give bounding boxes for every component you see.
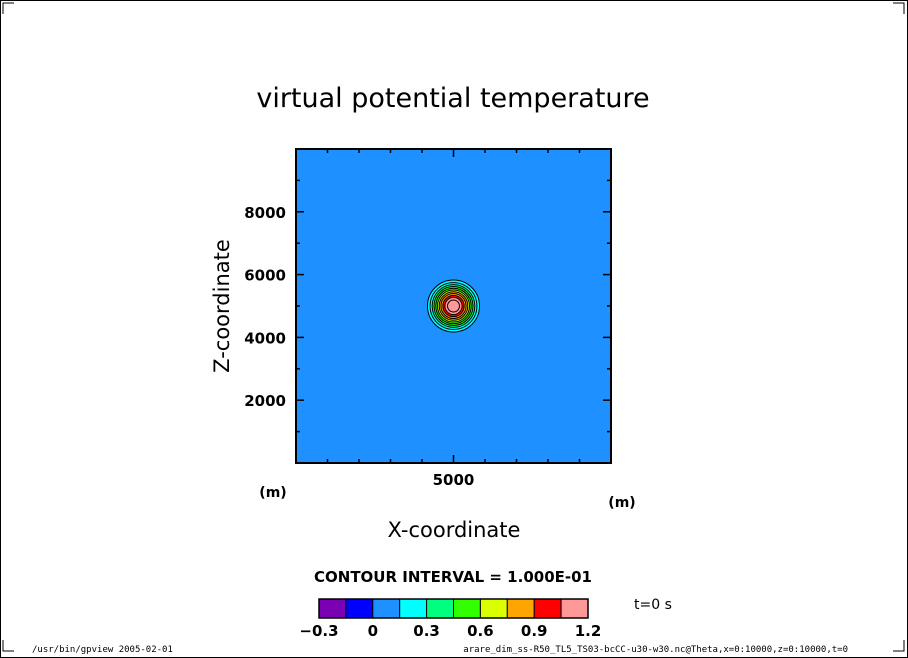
y-tick-label: 4000 [244, 329, 286, 347]
footer-left: /usr/bin/gpview 2005-02-01 [32, 645, 173, 655]
contour-fill-10 [447, 300, 460, 312]
colorbar-swatch-0 [318, 598, 347, 619]
y-tick-label: 8000 [244, 204, 286, 222]
y-tick-label: 6000 [244, 267, 286, 285]
colorbar-swatch-4 [426, 598, 455, 619]
colorbar-label: 0.6 [467, 622, 494, 640]
contour-line-8 [442, 294, 465, 318]
x-tick-labels: 5000 [433, 471, 475, 489]
contour-line-3 [433, 286, 474, 326]
colorbar-label: 0.9 [521, 622, 548, 640]
colorbar-swatch-6 [479, 598, 508, 619]
colorbar-label: 0 [368, 622, 378, 640]
contour-line-7 [440, 292, 467, 320]
chart-title: virtual potential temperature [256, 83, 649, 114]
contour-line-2 [431, 284, 476, 328]
contour-line-6 [438, 291, 469, 321]
contour-bubble [426, 279, 481, 333]
time-label: t=0 s [634, 597, 672, 613]
colorbar-swatch-3 [399, 598, 428, 619]
contour-line-5 [437, 289, 470, 323]
contour-interval: CONTOUR INTERVAL = 1.000E-01 [314, 568, 592, 586]
colorbar-swatch-7 [506, 598, 535, 619]
contour-line-1 [429, 282, 478, 330]
axis-ticks [296, 148, 611, 464]
colorbar-swatch-5 [453, 598, 481, 619]
colorbar [318, 598, 589, 619]
x-tick-label: 5000 [433, 471, 475, 489]
colorbar-swatch-1 [345, 598, 374, 619]
colorbar-label: −0.3 [299, 622, 338, 640]
colorbar-labels: −0.3 0 0.3 0.6 0.9 1.2 [299, 622, 601, 640]
colorbar-border [318, 598, 589, 619]
colorbar-swatch-2 [372, 598, 401, 619]
x-axis-title: X-coordinate [388, 518, 521, 542]
colorbar-swatch-8 [533, 598, 562, 619]
y-tick-label: 2000 [244, 392, 286, 410]
colorbar-label: 0.3 [413, 622, 440, 640]
contour-line-9 [444, 296, 463, 316]
colorbar-swatch-9 [560, 598, 589, 619]
y-tick-labels: 2000 4000 6000 8000 [244, 204, 286, 410]
contour-line-0 [426, 279, 481, 333]
x-axis-unit: (m) [608, 495, 635, 511]
contour-line-4 [435, 287, 472, 325]
plot-area [295, 148, 612, 464]
colorbar-label: 1.2 [575, 622, 602, 640]
y-axis-unit: (m) [259, 485, 286, 501]
contour-line-10 [447, 299, 460, 313]
y-axis-title: Z-coordinate [210, 239, 234, 373]
footer-right: arare_dim_ss-R50_TL5_TS03-bcCC-u30-w30.n… [463, 645, 848, 655]
